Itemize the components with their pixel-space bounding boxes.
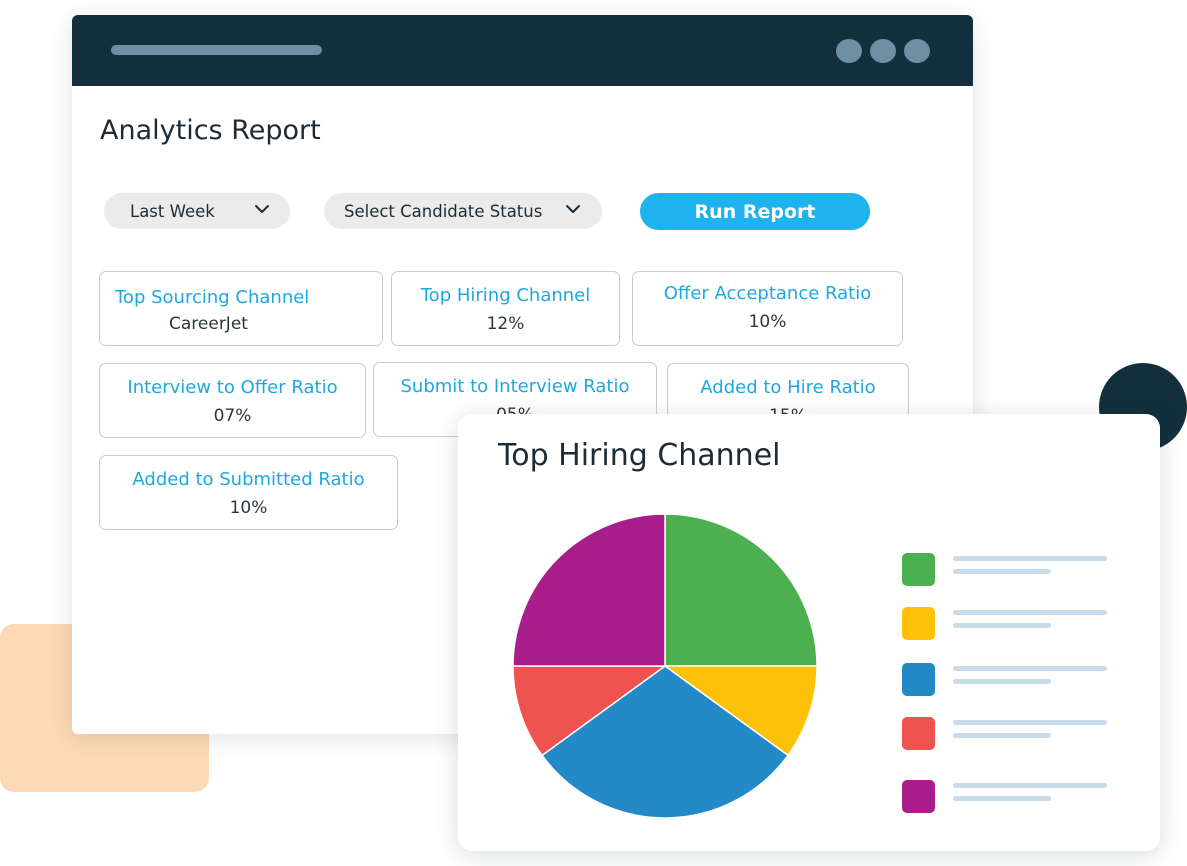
metric-label: Top Hiring Channel xyxy=(420,285,591,306)
metric-value: 10% xyxy=(229,498,268,518)
legend-swatch-1 xyxy=(902,553,935,586)
candidate-status-dropdown[interactable]: Select Candidate Status xyxy=(324,193,602,229)
legend-swatch-2 xyxy=(902,607,935,640)
metric-value: CareerJet xyxy=(169,314,248,334)
legend-swatch-5 xyxy=(902,780,935,813)
legend-placeholder-line xyxy=(953,796,1051,801)
legend-swatch-4 xyxy=(902,717,935,750)
metric-label: Interview to Offer Ratio xyxy=(127,377,338,398)
pie-slice-4[interactable] xyxy=(512,665,668,757)
window-titlebar xyxy=(72,15,973,86)
window-dot-3[interactable] xyxy=(904,39,930,63)
chevron-down-icon xyxy=(255,205,269,213)
titlebar-placeholder-bar xyxy=(111,45,322,55)
legend-placeholder-line xyxy=(953,623,1051,628)
pie-slice-3[interactable] xyxy=(540,665,790,819)
metric-card-top-hiring-channel[interactable]: Top Hiring Channel 12% xyxy=(391,271,620,346)
legend-placeholder-line xyxy=(953,733,1051,738)
candidate-status-dropdown-value: Select Candidate Status xyxy=(344,201,543,221)
run-report-button[interactable]: Run Report xyxy=(640,193,870,230)
pie-slice-2[interactable] xyxy=(662,665,818,757)
window-dot-2[interactable] xyxy=(870,39,896,63)
legend-placeholder-line xyxy=(953,666,1107,671)
legend-placeholder-line xyxy=(953,720,1107,725)
top-hiring-channel-chart-card: Top Hiring Channel xyxy=(458,414,1160,851)
chart-title: Top Hiring Channel xyxy=(498,438,781,473)
metric-value: 10% xyxy=(748,312,787,332)
pie-slice-1[interactable] xyxy=(664,513,818,667)
metric-card-top-sourcing-channel[interactable]: Top Sourcing Channel CareerJet xyxy=(99,271,383,346)
pie-chart xyxy=(512,513,818,819)
metric-label: Added to Hire Ratio xyxy=(700,377,876,398)
metric-card-offer-acceptance-ratio[interactable]: Offer Acceptance Ratio 10% xyxy=(632,271,903,346)
period-dropdown-value: Last Week xyxy=(130,201,215,221)
legend-swatch-3 xyxy=(902,663,935,696)
period-dropdown[interactable]: Last Week xyxy=(104,193,290,229)
legend-placeholder-line xyxy=(953,679,1051,684)
metric-label: Submit to Interview Ratio xyxy=(400,376,630,397)
metric-label: Offer Acceptance Ratio xyxy=(663,283,872,304)
legend-placeholder-line xyxy=(953,783,1107,788)
metric-card-interview-to-offer-ratio[interactable]: Interview to Offer Ratio 07% xyxy=(99,363,366,438)
legend-placeholder-line xyxy=(953,610,1107,615)
metric-label: Added to Submitted Ratio xyxy=(132,469,365,490)
page-title: Analytics Report xyxy=(100,115,321,146)
metric-value: 12% xyxy=(486,314,525,334)
chevron-down-icon xyxy=(566,205,580,213)
metric-value: 07% xyxy=(213,406,252,426)
window-dot-1[interactable] xyxy=(836,39,862,63)
legend-placeholder-line xyxy=(953,569,1051,574)
pie-slice-5[interactable] xyxy=(512,513,666,667)
metric-card-added-to-submitted-ratio[interactable]: Added to Submitted Ratio 10% xyxy=(99,455,398,530)
legend-placeholder-line xyxy=(953,556,1107,561)
metric-label: Top Sourcing Channel xyxy=(115,287,310,308)
